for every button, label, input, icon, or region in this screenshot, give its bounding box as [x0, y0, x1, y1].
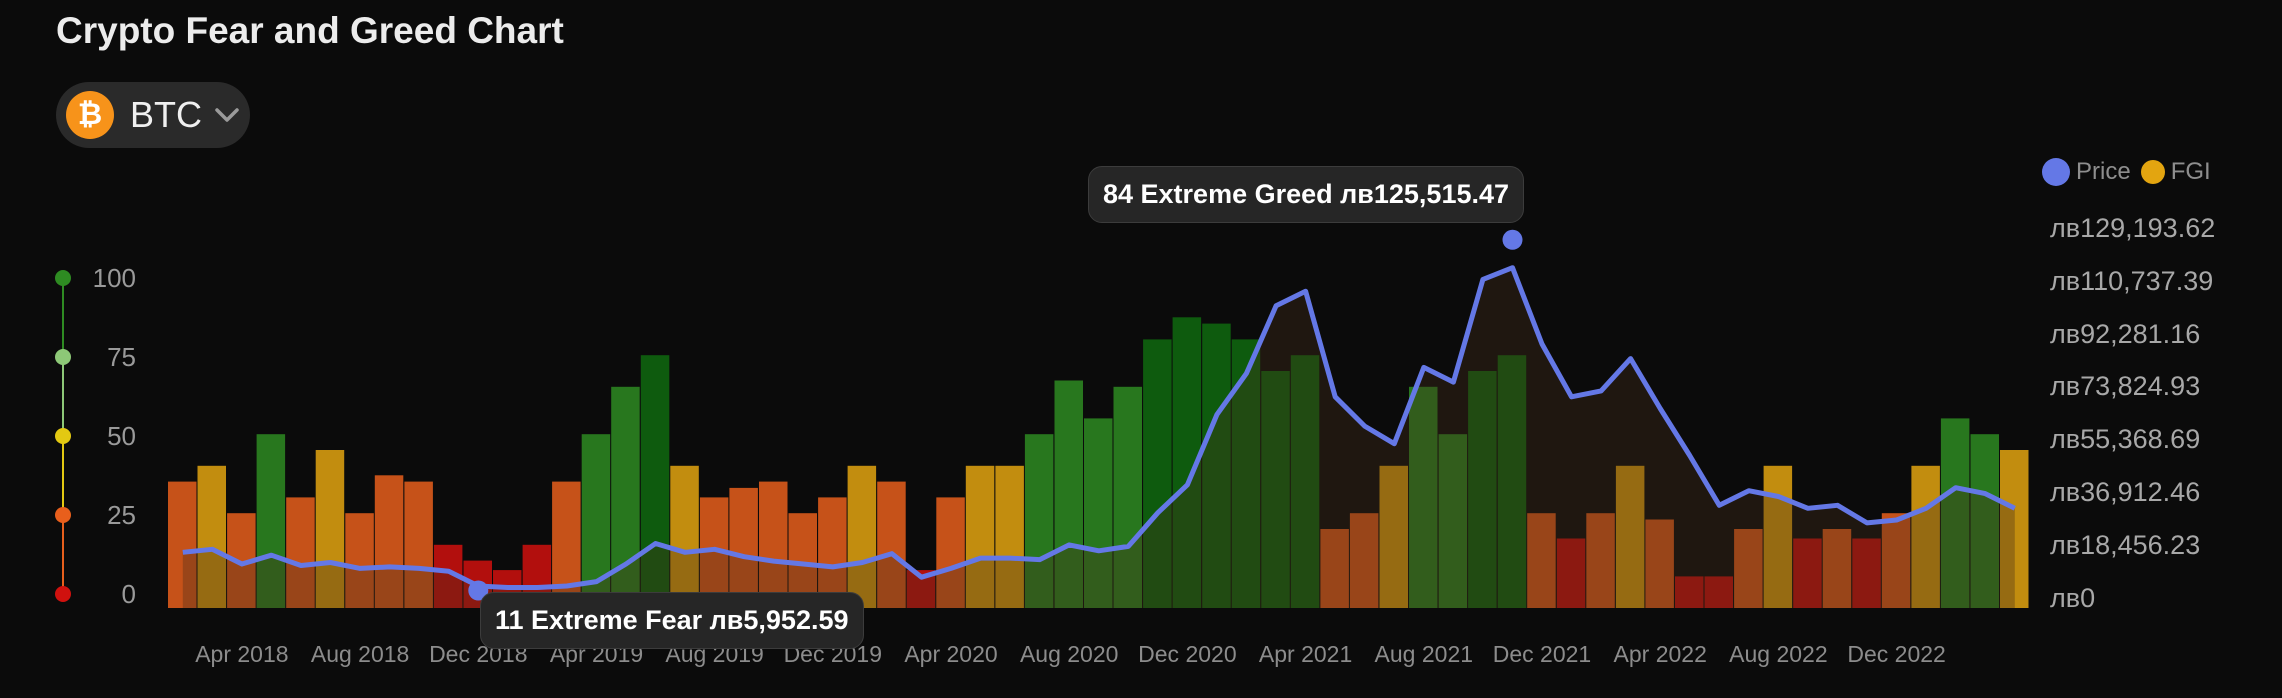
high-point-marker[interactable]: [1502, 229, 1523, 250]
fgi-bar[interactable]: [256, 434, 286, 608]
x-tick-label: Apr 2020: [904, 641, 998, 667]
x-tick-label: Aug 2020: [1019, 641, 1119, 667]
asset-label: BTC: [130, 94, 202, 135]
x-tick-label: Apr 2021: [1258, 641, 1353, 667]
fgi-bar[interactable]: [1468, 371, 1497, 608]
fgi-bar[interactable]: [197, 465, 227, 608]
fgi-bar[interactable]: [640, 355, 670, 608]
x-tick-label: Apr 2018: [195, 641, 289, 667]
price-tick-label: лв36,912.46: [2050, 477, 2201, 507]
x-tick-label: Apr 2022: [1613, 641, 1707, 667]
fgi-bar[interactable]: [995, 465, 1024, 608]
x-tick-label: Dec 2022: [1847, 641, 1946, 667]
fgi-legend-dot[interactable]: [2140, 160, 2165, 184]
fgi-bar[interactable]: [1675, 576, 1704, 608]
price-tick-label: лв92,281.16: [2050, 318, 2201, 349]
fgi-scale-dot: [55, 349, 71, 365]
fgi-scale-dot: [55, 428, 71, 444]
x-tick-label: Dec 2021: [1492, 641, 1592, 667]
fgi-bar[interactable]: [670, 465, 699, 608]
price-tick-label: лв110,737.39: [2050, 265, 2214, 296]
fgi-bar[interactable]: [404, 481, 433, 608]
fgi-bar[interactable]: [1734, 529, 1763, 608]
fgi-bar[interactable]: [1349, 513, 1379, 608]
price-tick-label: лв73,824.93: [2050, 371, 2201, 402]
price-tick-label: лв18,456.23: [2050, 529, 2201, 560]
fgi-bar[interactable]: [1527, 513, 1556, 608]
chevron-down-icon: [215, 108, 239, 122]
price-area: [182, 267, 2015, 608]
fgi-bar[interactable]: [1586, 513, 1615, 608]
fgi-bar[interactable]: [729, 487, 758, 608]
chart-legend: Price FGI: [2042, 158, 2221, 186]
tooltip-low: 11 Extreme Fear лв5,952.59: [480, 592, 864, 649]
fgi-bar[interactable]: [1970, 434, 2000, 608]
fgi-bar[interactable]: [1054, 380, 1084, 609]
x-tick-label: Aug 2021: [1374, 641, 1474, 667]
page-title: Crypto Fear and Greed Chart: [56, 10, 564, 51]
fgi-bar[interactable]: [759, 481, 788, 608]
fgi-bar[interactable]: [1793, 538, 1822, 609]
legend-price-label[interactable]: Price: [2076, 158, 2131, 185]
price-tick-label: лв0: [2050, 582, 2096, 613]
fgi-bar[interactable]: [936, 497, 965, 608]
fgi-bar[interactable]: [345, 513, 374, 608]
fgi-tick-label: 50: [107, 421, 136, 451]
fgi-bar[interactable]: [374, 475, 404, 608]
asset-selector[interactable]: ₿ BTC: [56, 82, 250, 148]
x-tick-label: Dec 2020: [1138, 641, 1237, 667]
fgi-tick-label: 25: [107, 500, 136, 530]
fgi-bar[interactable]: [1704, 576, 1734, 608]
fgi-bar[interactable]: [1113, 386, 1143, 608]
fgi-bar[interactable]: [1024, 434, 1054, 608]
legend-fgi-label[interactable]: FGI: [2170, 158, 2211, 185]
fgi-bar[interactable]: [1202, 323, 1231, 608]
fgi-bar[interactable]: [1822, 529, 1852, 608]
fgi-bar[interactable]: [315, 450, 345, 608]
fgi-tick-label: 100: [92, 263, 136, 293]
fgi-bar[interactable]: [1763, 465, 1793, 608]
fgi-bar[interactable]: [1438, 434, 1468, 608]
price-tick-label: лв55,368.69: [2050, 424, 2201, 455]
fgi-bar[interactable]: [1084, 418, 1113, 608]
price-line[interactable]: [182, 265, 2016, 590]
fgi-tick-label: 0: [121, 579, 136, 609]
fgi-bar[interactable]: [1409, 386, 1438, 608]
fgi-bar[interactable]: [818, 497, 847, 608]
x-tick-label: Aug 2022: [1729, 641, 1828, 667]
fgi-bar[interactable]: [1556, 538, 1586, 609]
fgi-bar[interactable]: [877, 481, 906, 608]
fgi-bar[interactable]: [1881, 513, 1911, 608]
fgi-bar[interactable]: [965, 465, 995, 608]
fgi-bar[interactable]: [1379, 465, 1409, 608]
bitcoin-icon: ₿: [66, 91, 114, 139]
fgi-bar[interactable]: [286, 497, 315, 608]
fgi-bar[interactable]: [1615, 465, 1645, 608]
fgi-bar[interactable]: [1911, 465, 1940, 608]
fgi-bar[interactable]: [847, 465, 877, 608]
price-legend-dot[interactable]: [2042, 158, 2070, 186]
fgi-scale-dot: [55, 270, 71, 286]
fgi-tick-label: 75: [107, 342, 136, 372]
fgi-bar[interactable]: [1940, 418, 1970, 608]
fgi-bar[interactable]: [1852, 538, 1881, 609]
fgi-bar[interactable]: [1143, 339, 1172, 608]
fgi-bar[interactable]: [1320, 529, 1349, 608]
tooltip-high: 84 Extreme Greed лв125,515.47: [1088, 166, 1525, 223]
fgi-scale-dot: [55, 507, 71, 523]
x-tick-label: Aug 2018: [310, 641, 410, 667]
fgi-bar[interactable]: [1261, 371, 1290, 608]
fgi-bar[interactable]: [1645, 519, 1674, 609]
fgi-scale-dot: [55, 586, 71, 602]
fgi-bar[interactable]: [2000, 450, 2029, 608]
fgi-bar[interactable]: [1497, 355, 1527, 608]
price-tick-label: лв129,193.62: [2050, 213, 2216, 243]
fgi-bar[interactable]: [168, 481, 197, 608]
fgi-bar[interactable]: [1290, 355, 1320, 608]
